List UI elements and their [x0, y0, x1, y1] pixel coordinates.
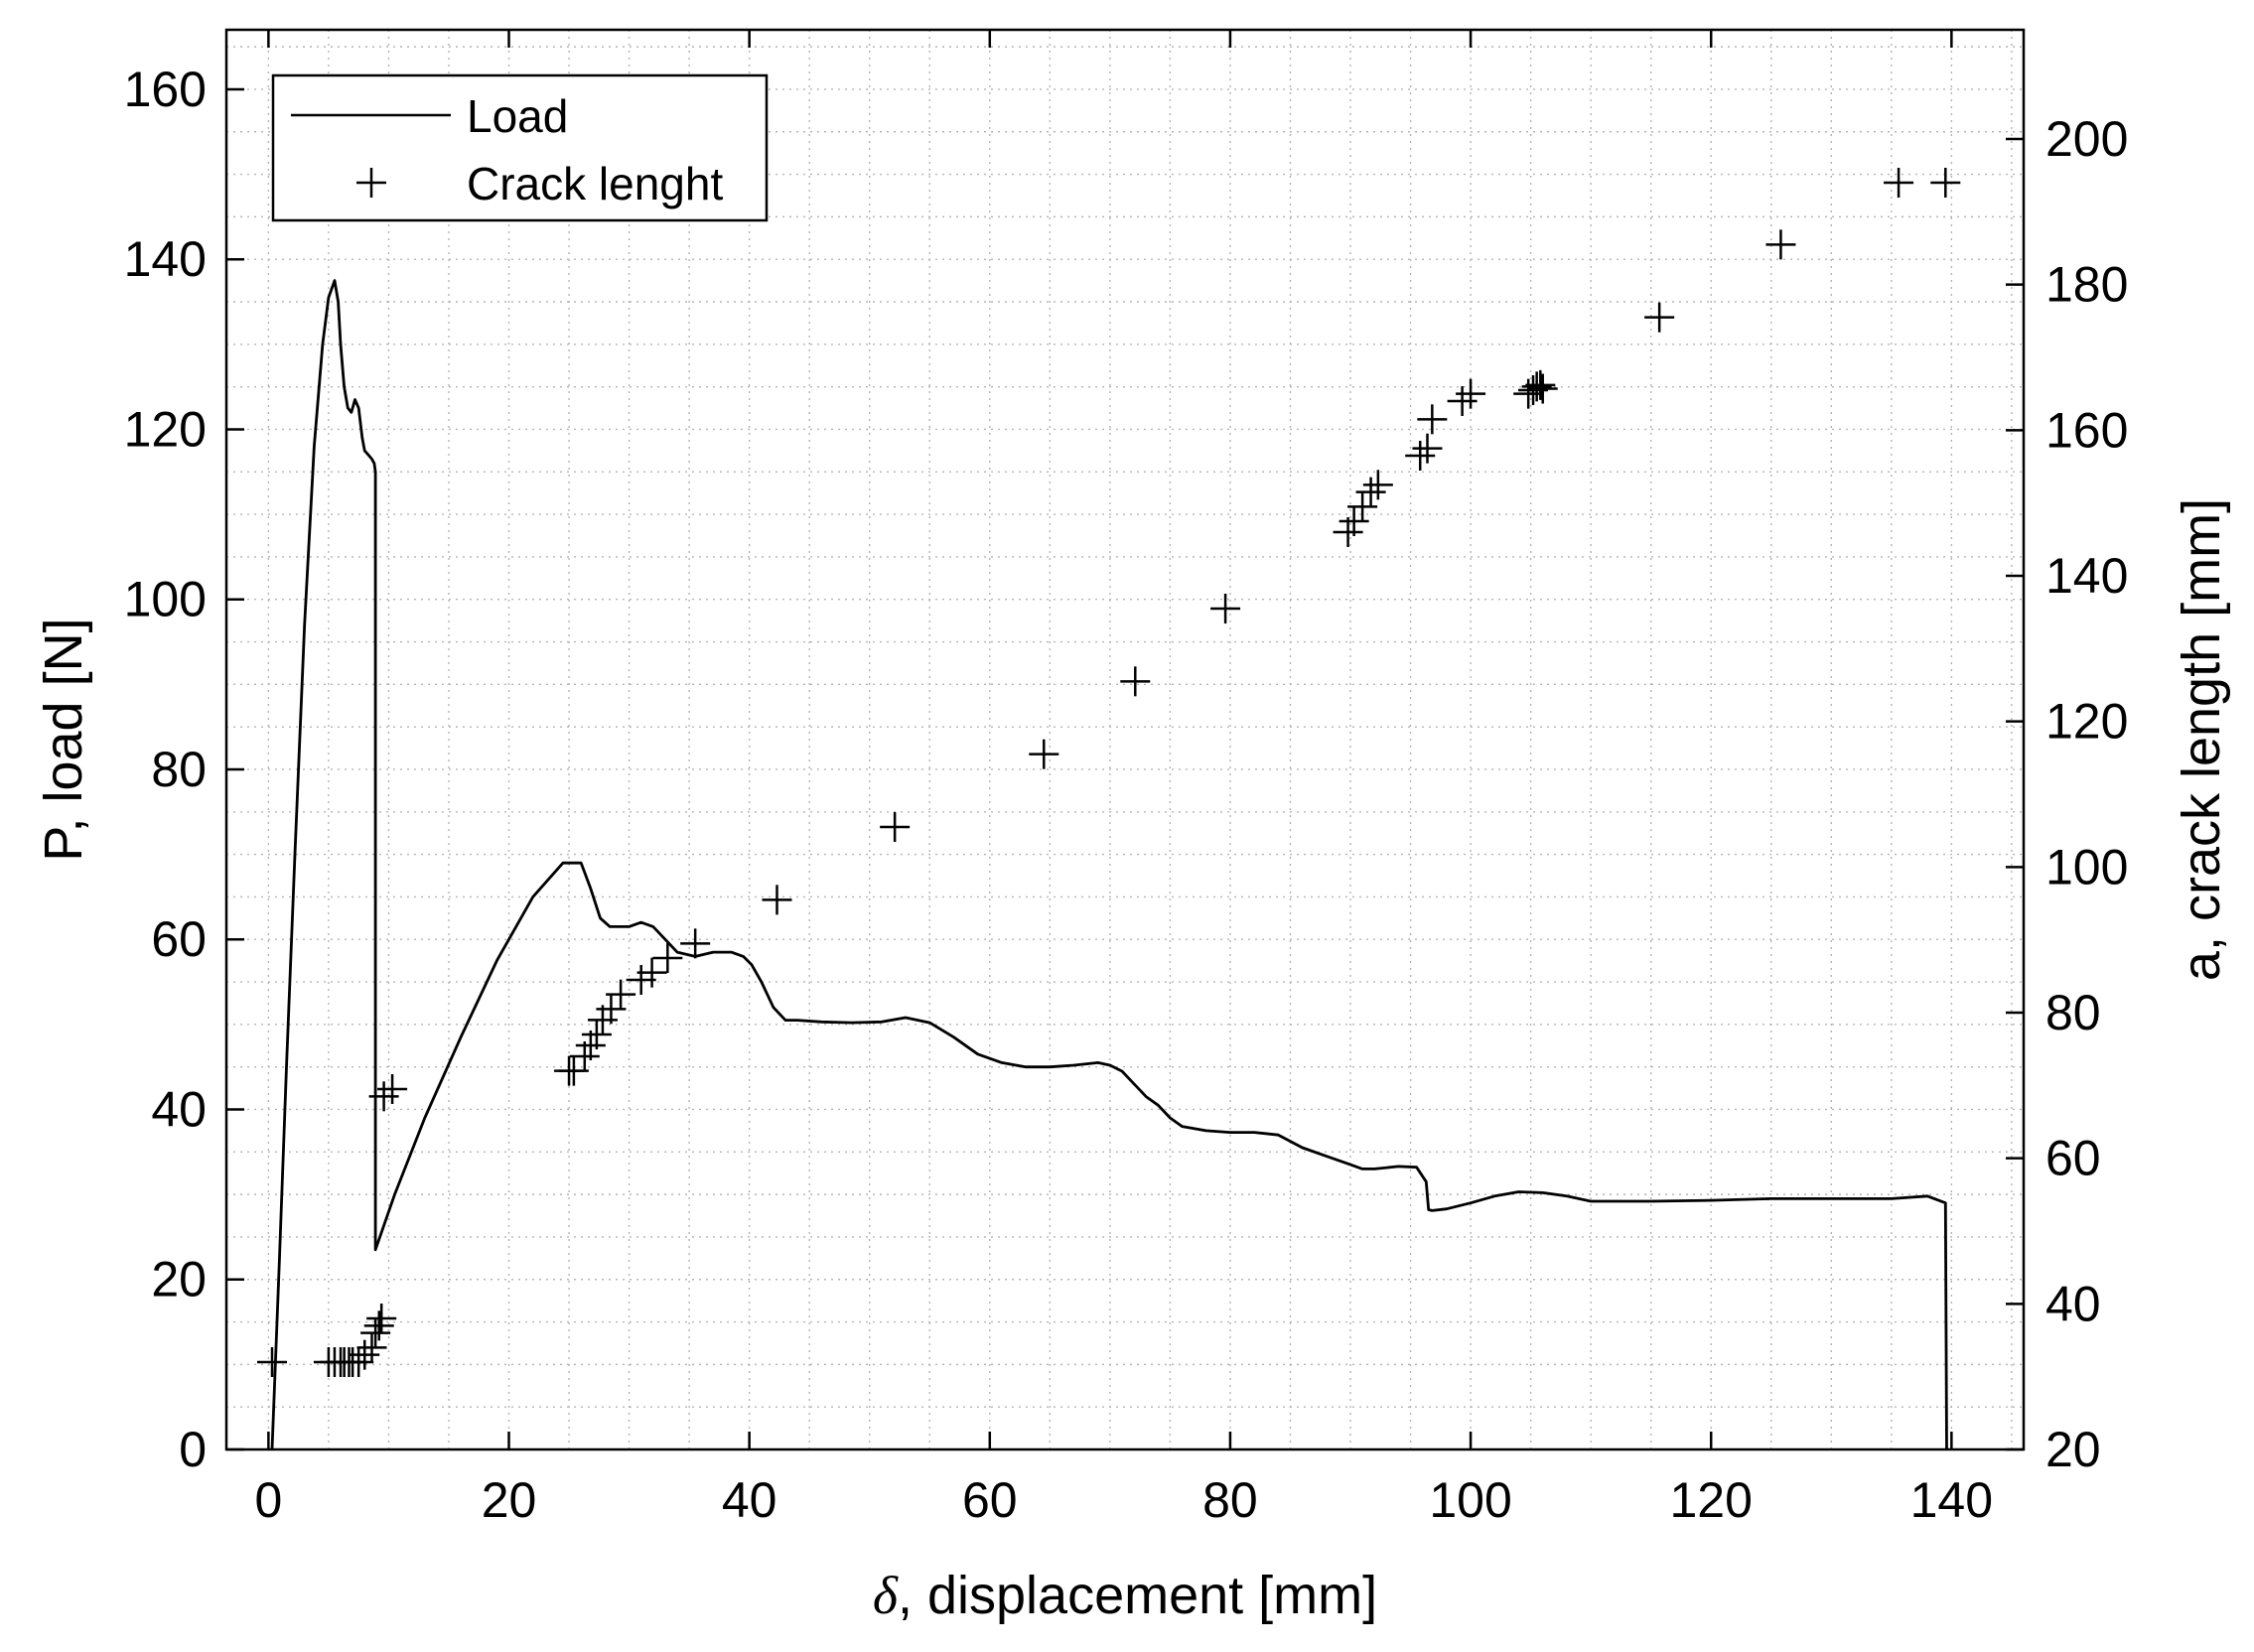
y-tick-label: 160 — [124, 62, 207, 117]
crack-length-point — [344, 1347, 374, 1377]
y2-tick-label: 140 — [2045, 548, 2128, 604]
crack-length-point — [636, 957, 667, 988]
x-tick-label: 60 — [962, 1472, 1018, 1528]
crack-length-point — [1765, 229, 1796, 260]
crack-length-point — [1644, 302, 1675, 333]
x-axis-label: δ, displacement [mm] — [873, 1566, 1377, 1625]
crack-length-point — [1527, 373, 1558, 404]
x-tick-label: 0 — [254, 1472, 282, 1528]
x-tick-label: 120 — [1669, 1472, 1752, 1528]
crack-length-point — [363, 1310, 394, 1341]
crack-length-point — [1338, 506, 1369, 536]
y2-axis-label: a, crack length [mm] — [2172, 498, 2231, 981]
y2-tick-label: 40 — [2045, 1276, 2101, 1331]
crack-length-point — [1447, 386, 1478, 416]
grid — [226, 30, 2024, 1449]
y2-tick-label: 120 — [2045, 694, 2128, 750]
crack-length-point — [356, 1332, 387, 1363]
y-tick-label: 120 — [124, 401, 207, 457]
legend: Load Crack lenght — [271, 73, 769, 222]
crack-length-point — [360, 1317, 391, 1348]
y2-tick-label: 100 — [2045, 839, 2128, 895]
series-layer — [257, 168, 1961, 1450]
x-tick-label: 80 — [1202, 1472, 1258, 1528]
crack-length-point — [377, 1074, 408, 1104]
crack-length-point — [1210, 594, 1241, 623]
crack-length-point — [257, 1347, 288, 1377]
legend-crack-label: Crack lenght — [467, 158, 723, 209]
crack-length-point — [680, 928, 711, 959]
crack-length-point — [350, 1339, 380, 1370]
y2-tick-label: 60 — [2045, 1131, 2101, 1186]
crack-length-point — [1456, 378, 1486, 409]
crack-length-point — [1884, 168, 1914, 198]
x-tick-label: 100 — [1429, 1472, 1511, 1528]
y-tick-label: 100 — [124, 572, 207, 627]
y2-tick-label: 80 — [2045, 985, 2101, 1040]
legend-crack-plus-swatch — [356, 168, 386, 198]
y2-tick-label: 200 — [2045, 111, 2128, 167]
y-axis-label: P, load [N] — [34, 618, 93, 861]
y-tick-label: 20 — [151, 1252, 207, 1308]
crack-length-point — [652, 943, 683, 973]
crack-length-point — [1417, 404, 1448, 435]
crack-length-point — [581, 1020, 612, 1049]
x-tick-label: 20 — [482, 1472, 537, 1528]
y-tick-label: 80 — [151, 742, 207, 797]
x-axis-label-text: , displacement [mm] — [898, 1566, 1377, 1625]
crack-length-point — [1521, 371, 1552, 402]
y2-tick-label: 180 — [2045, 257, 2128, 313]
y-tick-label: 0 — [179, 1422, 207, 1477]
x-tick-label: 40 — [722, 1472, 777, 1528]
tick-layer: 0 20 40 60 80 100 120 140 0 20 40 60 80 100 120 140 160 2… — [124, 30, 2128, 1528]
y2-tick-label: 20 — [2045, 1422, 2101, 1477]
legend-load-label: Load — [467, 90, 568, 142]
x-axis-label-symbol: δ — [873, 1566, 899, 1625]
crack-length-point — [1405, 441, 1436, 471]
crack-length-point — [1930, 168, 1961, 198]
crack-length-point — [368, 1081, 399, 1112]
y2-tick-label: 160 — [2045, 402, 2128, 458]
crack-length-point — [1355, 477, 1386, 507]
crack-length-point — [366, 1304, 397, 1333]
crack-length-point — [606, 979, 636, 1010]
crack-length-point — [1347, 491, 1378, 522]
y-tick-label: 140 — [124, 231, 207, 287]
crack-length-point — [762, 885, 792, 915]
legend-box — [271, 73, 769, 222]
y-tick-label: 40 — [151, 1081, 207, 1137]
plot-background — [226, 30, 2024, 1449]
crack-length-point — [1029, 739, 1059, 769]
crack-length-point — [1525, 369, 1556, 400]
plot-frame — [224, 28, 2026, 1451]
x-tick-label: 140 — [1910, 1472, 1993, 1528]
y-tick-label: 60 — [151, 911, 207, 967]
crack-length-point — [1362, 470, 1393, 500]
crack-length-point — [1412, 433, 1443, 464]
crack-length-point — [1120, 666, 1151, 697]
crack-length-point — [880, 812, 911, 842]
load-series-line — [270, 279, 1948, 1450]
